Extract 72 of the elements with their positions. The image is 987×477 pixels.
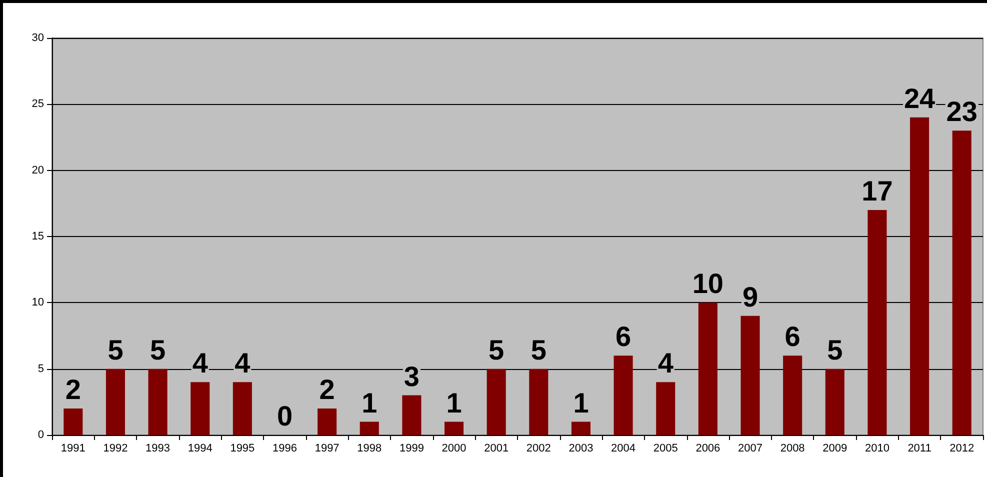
bar [952, 130, 972, 435]
x-tick-label: 2005 [653, 442, 678, 454]
data-label: 4 [234, 348, 251, 379]
x-tick-label: 1996 [272, 442, 297, 454]
x-tick-label: 2008 [780, 442, 805, 454]
data-label: 2 [319, 374, 335, 406]
data-label: 5 [108, 334, 124, 366]
bar [318, 408, 337, 435]
bar [106, 368, 125, 435]
x-tick-label: 1994 [188, 442, 212, 454]
data-label: 5 [488, 334, 504, 366]
data-label: 5 [150, 334, 166, 366]
bar [825, 368, 844, 435]
bar [698, 302, 718, 435]
x-tick-label: 1997 [314, 442, 340, 454]
x-tick-label: 2009 [822, 442, 848, 454]
data-label: 1 [573, 387, 589, 418]
x-tick-label: 1999 [399, 442, 424, 454]
data-label: 5 [827, 334, 843, 366]
bar [148, 368, 168, 435]
y-tick-label: 15 [32, 230, 44, 242]
data-label: 6 [616, 321, 632, 352]
bar [614, 356, 633, 435]
data-label: 10 [692, 268, 724, 300]
bar [190, 382, 210, 435]
x-tick-label: 2004 [611, 442, 636, 454]
bar [529, 368, 548, 435]
y-tick-label: 30 [32, 32, 44, 44]
data-label: 1 [362, 387, 378, 418]
data-label: 23 [946, 96, 978, 128]
bar [910, 117, 930, 435]
x-tick-label: 2003 [568, 442, 594, 454]
bar [783, 356, 802, 435]
bar [360, 422, 379, 435]
x-tick-label: 2002 [526, 442, 551, 454]
x-tick-label: 2012 [950, 442, 974, 454]
data-label: 4 [658, 348, 674, 379]
x-tick-label: 1991 [60, 442, 86, 454]
x-tick-label: 1998 [357, 442, 382, 454]
y-tick-label: 0 [38, 429, 44, 441]
y-tick-label: 5 [38, 362, 44, 375]
x-tick-label: 1993 [146, 442, 170, 454]
data-label: 6 [784, 321, 800, 352]
data-label: 4 [192, 348, 208, 379]
bar [232, 382, 252, 435]
y-tick-label: 10 [32, 296, 44, 309]
data-label: 3 [404, 360, 420, 392]
x-tick-label: 2011 [908, 442, 932, 454]
x-tick-label: 2000 [442, 442, 466, 454]
data-label: 17 [862, 176, 893, 207]
y-tick-label: 20 [32, 164, 44, 176]
x-tick-label: 2001 [484, 442, 509, 454]
bar [656, 382, 676, 435]
x-tick-label: 1995 [230, 442, 255, 454]
bar [64, 408, 83, 435]
data-label: 2 [65, 374, 81, 406]
x-tick-label: 2006 [696, 442, 720, 454]
bar [571, 422, 590, 435]
x-tick-label: 2010 [864, 442, 890, 454]
bar [402, 395, 422, 435]
data-label: 1 [446, 387, 462, 418]
bar [486, 368, 506, 435]
bar [868, 210, 887, 435]
data-label: 5 [530, 334, 546, 366]
bar [444, 422, 464, 435]
bar [740, 316, 760, 435]
x-tick-label: 2007 [738, 442, 762, 454]
y-tick-label: 25 [32, 98, 44, 110]
data-label: 9 [742, 281, 758, 312]
x-tick-label: 1992 [103, 442, 128, 454]
data-label: 0 [276, 400, 293, 432]
data-label: 24 [904, 82, 936, 114]
